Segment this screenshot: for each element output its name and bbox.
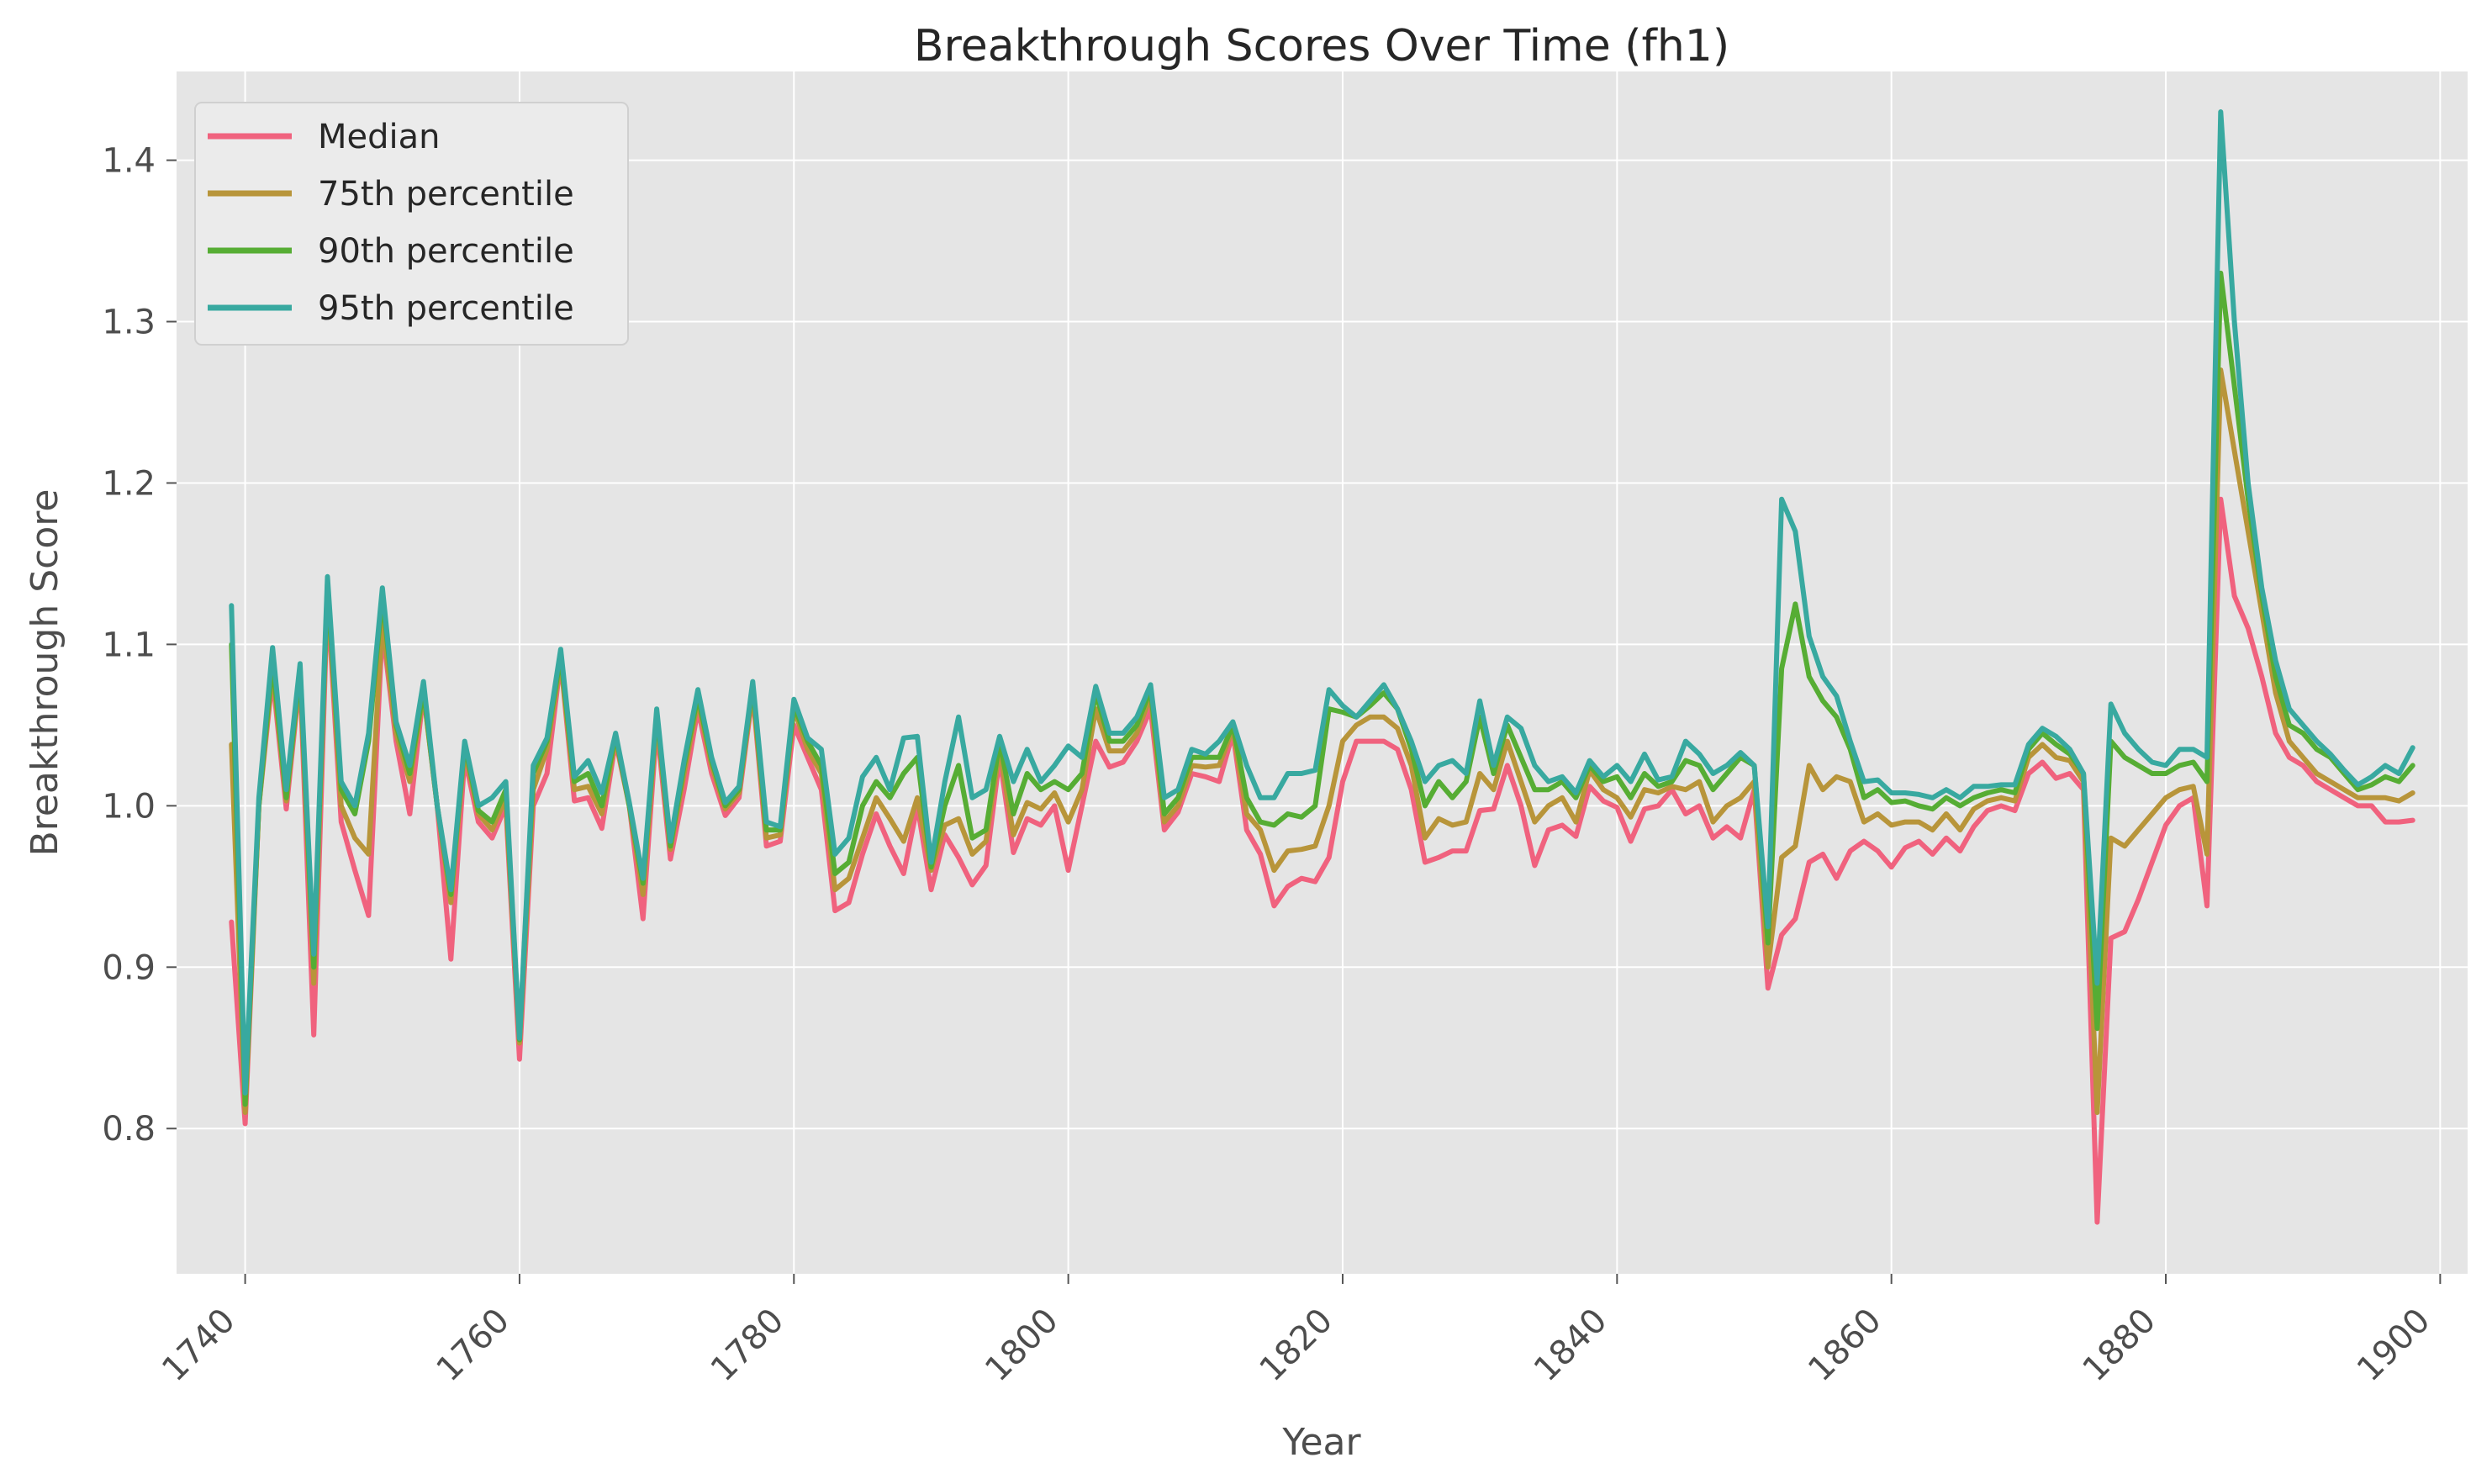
- x-tick-label: 1820: [1253, 1302, 1341, 1390]
- chart-title: Breakthrough Scores Over Time (fh1): [914, 21, 1729, 71]
- x-tick-label: 1840: [1527, 1302, 1615, 1390]
- y-tick-label: 1.1: [102, 626, 156, 664]
- y-tick-label: 1.3: [102, 304, 156, 342]
- y-axis-ticks: 0.8 0.9 1.0 1.1 1.2 1.3 1.4: [102, 142, 177, 1149]
- legend-label: Median: [318, 118, 441, 156]
- x-tick-label: 1860: [1801, 1302, 1889, 1390]
- y-tick-label: 0.8: [102, 1110, 156, 1149]
- x-tick-label: 1800: [978, 1302, 1066, 1390]
- x-axis-ticks: 1740 1760 1780 1800 1820 1840 1860 1880 1900: [155, 1274, 2440, 1389]
- y-tick-label: 1.4: [102, 142, 156, 181]
- legend: Median 75th percentile 90th percentile 95th…: [195, 103, 628, 345]
- x-tick-label: 1760: [429, 1302, 517, 1390]
- x-tick-label: 1740: [155, 1302, 243, 1390]
- x-tick-label: 1780: [704, 1302, 792, 1390]
- x-tick-label: 1900: [2350, 1302, 2438, 1390]
- y-axis-label: Breakthrough Score: [24, 489, 66, 857]
- legend-label: 95th percentile: [318, 289, 574, 328]
- legend-label: 90th percentile: [318, 232, 574, 271]
- y-tick-label: 1.0: [102, 787, 156, 826]
- y-tick-label: 0.9: [102, 948, 156, 987]
- legend-label: 75th percentile: [318, 175, 574, 214]
- x-tick-label: 1880: [2076, 1302, 2164, 1390]
- x-axis-label: Year: [1281, 1421, 1361, 1464]
- y-tick-label: 1.2: [102, 464, 156, 503]
